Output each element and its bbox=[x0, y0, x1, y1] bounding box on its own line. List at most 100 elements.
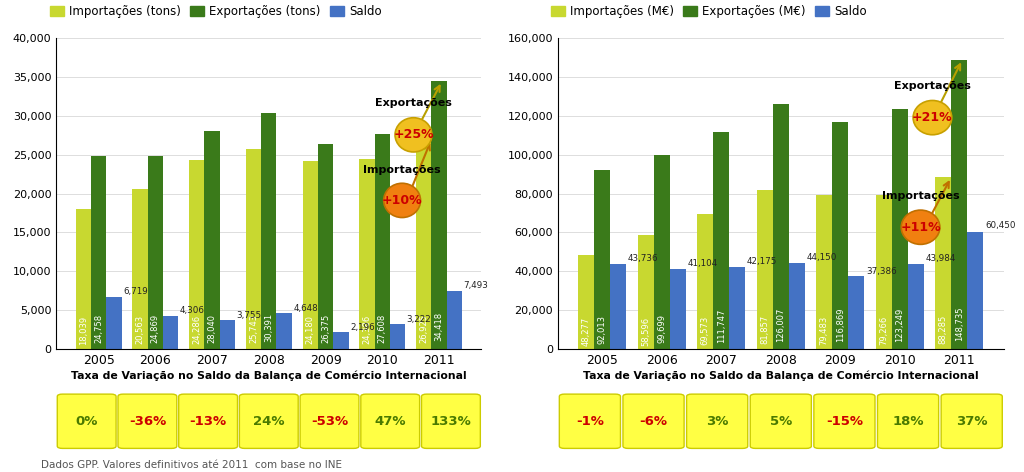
Ellipse shape bbox=[395, 118, 432, 152]
Text: 20,563: 20,563 bbox=[135, 315, 144, 345]
Text: 24%: 24% bbox=[253, 415, 285, 428]
Bar bbox=[189, 160, 205, 349]
Text: 18%: 18% bbox=[892, 415, 924, 428]
Bar bbox=[907, 264, 924, 349]
Text: 37,386: 37,386 bbox=[866, 267, 897, 276]
Bar bbox=[610, 264, 627, 349]
Text: 44,150: 44,150 bbox=[807, 253, 837, 262]
Text: 26,375: 26,375 bbox=[322, 314, 330, 343]
Bar bbox=[91, 156, 106, 349]
Text: 58,596: 58,596 bbox=[641, 317, 650, 346]
Text: 48,277: 48,277 bbox=[582, 317, 591, 346]
Text: 111,747: 111,747 bbox=[717, 308, 726, 343]
Bar bbox=[773, 104, 788, 349]
Text: 2,196: 2,196 bbox=[350, 323, 375, 332]
Text: 42,175: 42,175 bbox=[748, 257, 777, 266]
Text: 25,743: 25,743 bbox=[249, 314, 258, 343]
Text: -36%: -36% bbox=[129, 415, 166, 428]
Ellipse shape bbox=[384, 183, 421, 218]
Text: 126,007: 126,007 bbox=[776, 308, 785, 342]
Bar bbox=[416, 140, 431, 349]
Text: 30,391: 30,391 bbox=[264, 313, 273, 342]
Bar bbox=[390, 324, 406, 349]
Text: 81,857: 81,857 bbox=[760, 315, 769, 345]
Text: 3,222: 3,222 bbox=[407, 315, 431, 324]
Bar bbox=[935, 177, 951, 349]
Text: 69,573: 69,573 bbox=[700, 316, 710, 345]
Bar bbox=[892, 110, 907, 349]
Text: 6,719: 6,719 bbox=[123, 287, 147, 296]
Text: Exportações: Exportações bbox=[375, 98, 452, 109]
Bar bbox=[276, 313, 292, 349]
Bar bbox=[848, 277, 864, 349]
Bar bbox=[757, 190, 773, 349]
Text: 60,450: 60,450 bbox=[985, 221, 1016, 230]
Text: 24,286: 24,286 bbox=[193, 314, 202, 344]
Bar bbox=[446, 291, 462, 349]
Text: 43,736: 43,736 bbox=[628, 254, 658, 263]
Text: 5%: 5% bbox=[770, 415, 792, 428]
Text: 24,180: 24,180 bbox=[306, 315, 314, 344]
Text: 18,039: 18,039 bbox=[79, 316, 88, 345]
Text: 148,735: 148,735 bbox=[954, 306, 964, 341]
Bar bbox=[76, 209, 91, 349]
Bar bbox=[333, 332, 348, 349]
Text: 27,608: 27,608 bbox=[378, 313, 387, 343]
Text: 79,483: 79,483 bbox=[819, 315, 828, 345]
Text: Taxa de Variação no Saldo da Balança de Comércio Internacional: Taxa de Variação no Saldo da Balança de … bbox=[71, 371, 467, 381]
Text: 3%: 3% bbox=[706, 415, 728, 428]
Text: 133%: 133% bbox=[430, 415, 471, 428]
Legend: Importações (tons), Exportações (tons), Saldo: Importações (tons), Exportações (tons), … bbox=[45, 0, 386, 23]
Text: 37%: 37% bbox=[956, 415, 987, 428]
Bar bbox=[670, 269, 686, 349]
Bar bbox=[968, 232, 983, 349]
Bar bbox=[375, 134, 390, 349]
Text: 88,285: 88,285 bbox=[939, 315, 947, 344]
Text: 4,648: 4,648 bbox=[293, 303, 318, 313]
Bar bbox=[106, 297, 122, 349]
Bar bbox=[261, 113, 276, 349]
Text: Dados GPP. Valores definitivos até 2011  com base no INE: Dados GPP. Valores definitivos até 2011 … bbox=[41, 460, 342, 470]
Bar bbox=[638, 235, 654, 349]
Text: Taxa de Variação no Saldo da Balança de Comércio Internacional: Taxa de Variação no Saldo da Balança de … bbox=[583, 371, 979, 381]
Ellipse shape bbox=[913, 101, 951, 135]
Text: 43,984: 43,984 bbox=[926, 254, 955, 263]
Text: 7,493: 7,493 bbox=[464, 281, 488, 290]
Bar bbox=[246, 149, 261, 349]
Bar bbox=[833, 122, 848, 349]
Text: 41,104: 41,104 bbox=[687, 260, 718, 269]
Bar bbox=[951, 59, 968, 349]
Bar bbox=[302, 161, 317, 349]
Text: Importações: Importações bbox=[882, 191, 959, 202]
Text: 3,755: 3,755 bbox=[237, 311, 262, 320]
Text: 99,699: 99,699 bbox=[657, 314, 667, 344]
Text: -6%: -6% bbox=[640, 415, 668, 428]
Bar bbox=[132, 189, 147, 349]
Text: +25%: +25% bbox=[393, 128, 434, 141]
Text: -53%: -53% bbox=[311, 415, 348, 428]
Text: +21%: +21% bbox=[912, 111, 952, 124]
Bar bbox=[205, 131, 220, 349]
Bar bbox=[317, 144, 333, 349]
Bar bbox=[788, 263, 805, 349]
Text: 26,925: 26,925 bbox=[419, 314, 428, 343]
Text: 92,013: 92,013 bbox=[598, 315, 607, 344]
Bar bbox=[220, 320, 236, 349]
Bar bbox=[876, 195, 892, 349]
Bar bbox=[579, 255, 594, 349]
Text: Importações: Importações bbox=[364, 165, 441, 175]
Text: -15%: -15% bbox=[826, 415, 863, 428]
Text: -1%: -1% bbox=[575, 415, 604, 428]
Text: 24,758: 24,758 bbox=[94, 314, 103, 344]
Text: 24,869: 24,869 bbox=[151, 314, 160, 344]
Bar bbox=[594, 170, 610, 349]
Text: 4,306: 4,306 bbox=[180, 306, 205, 315]
Text: Exportações: Exportações bbox=[894, 81, 971, 91]
Text: 28,040: 28,040 bbox=[208, 314, 216, 343]
Bar bbox=[729, 267, 745, 349]
Bar bbox=[359, 160, 375, 349]
Text: +11%: +11% bbox=[900, 221, 941, 234]
Bar bbox=[147, 156, 163, 349]
Bar bbox=[431, 81, 446, 349]
Text: 24,386: 24,386 bbox=[362, 314, 372, 344]
